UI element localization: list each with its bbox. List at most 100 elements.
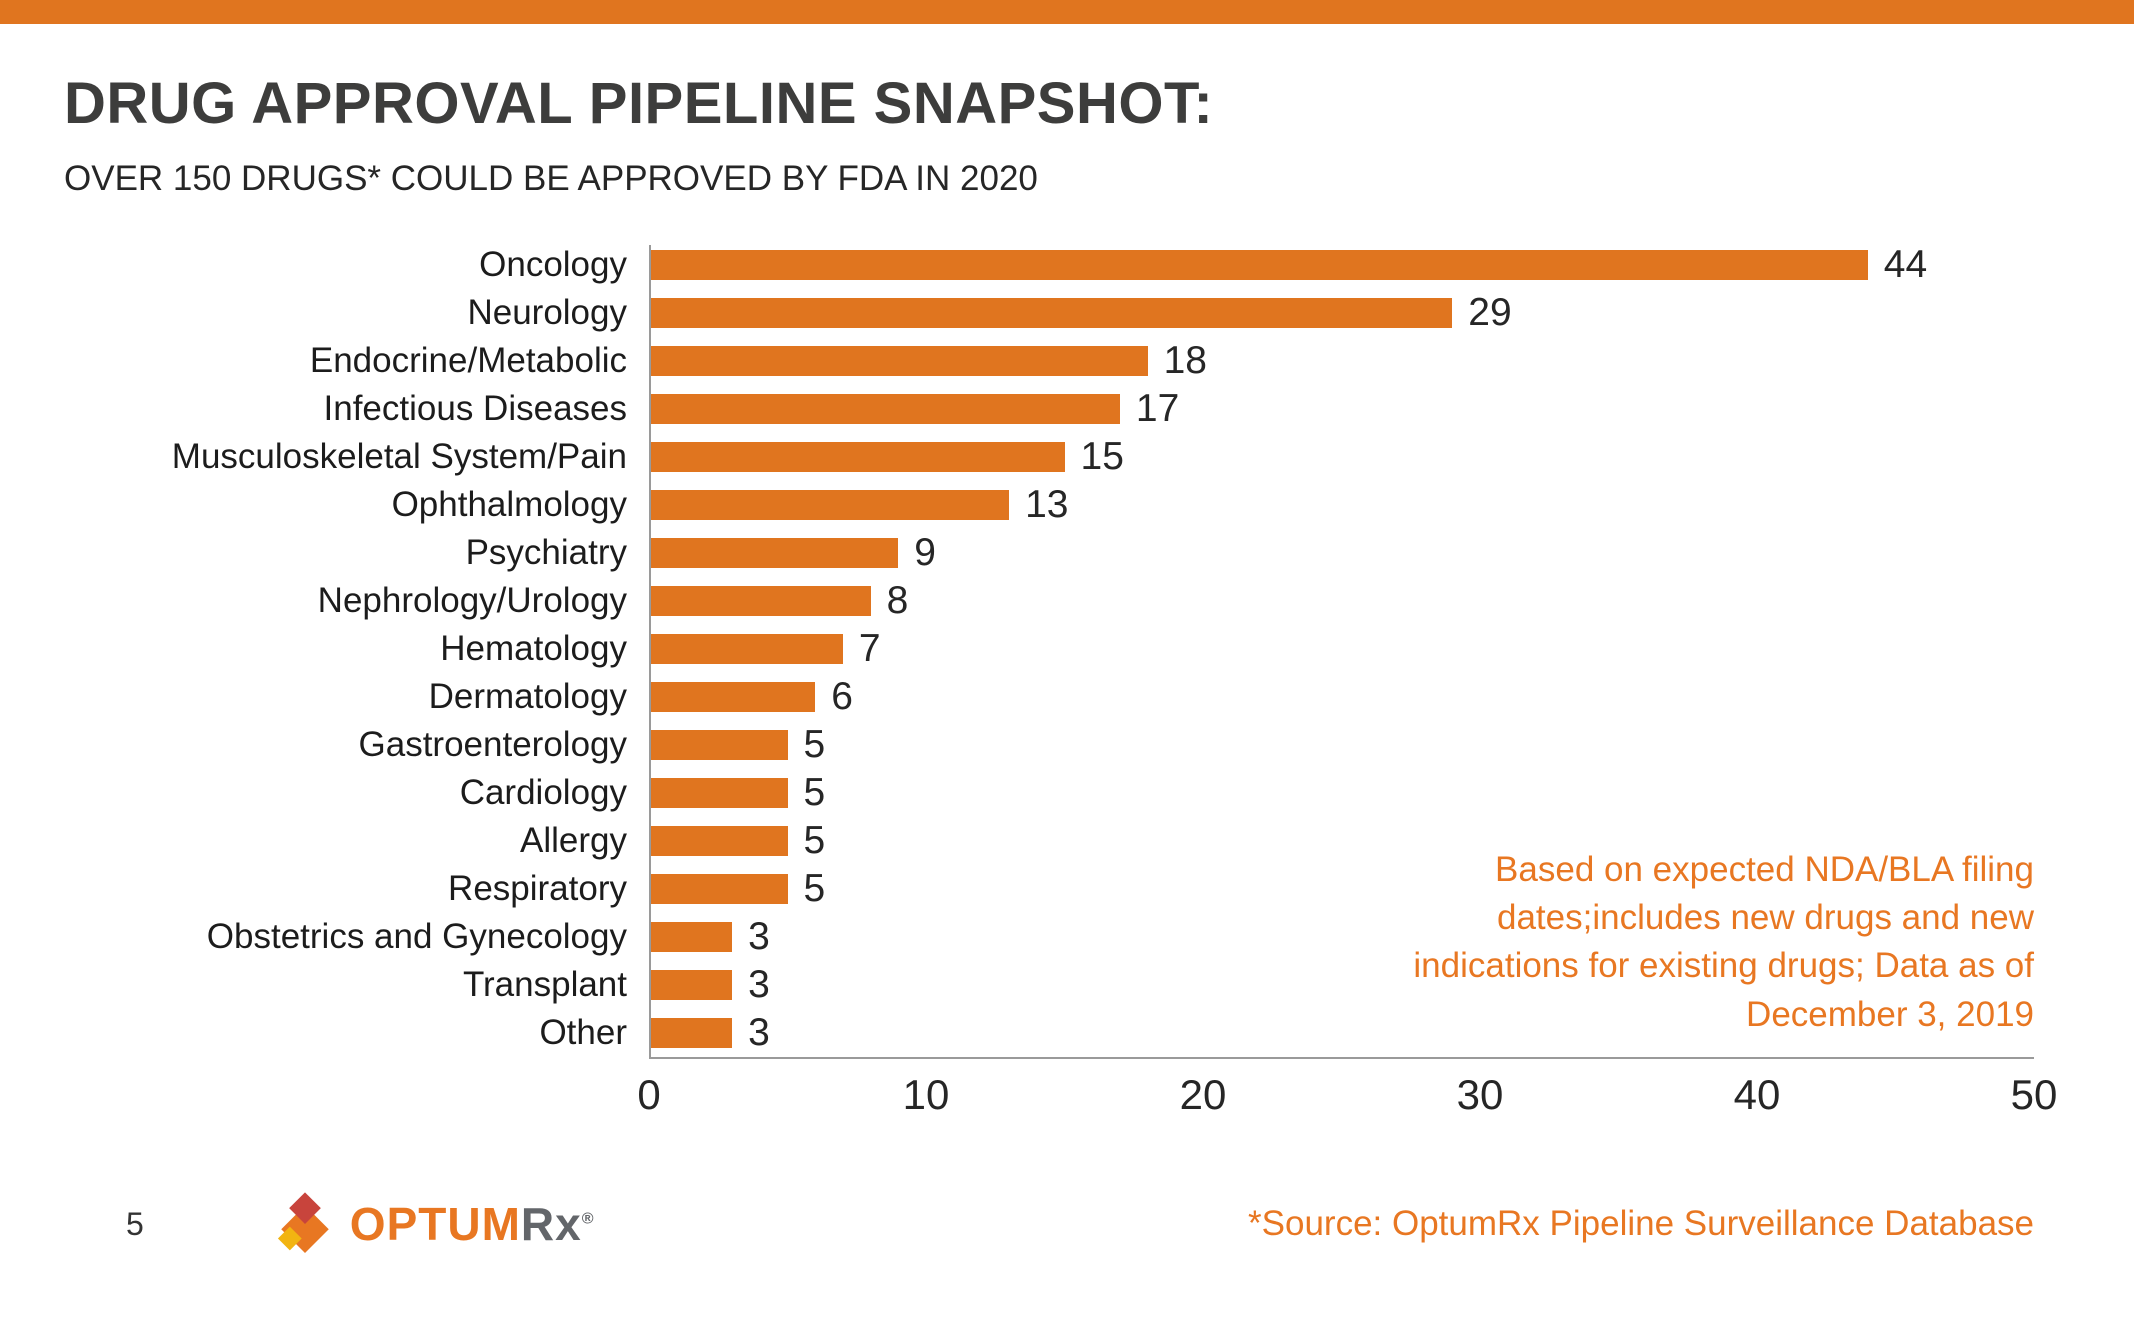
bar [649,346,1148,376]
bar [649,490,1010,520]
value-label: 3 [748,915,770,958]
bar-chart: Oncology 44 Neurology 29 Endocrine/Metabolic… [64,241,2058,1133]
plot-area: Oncology 44 Neurology 29 Endocrine/Metabolic… [64,241,2034,1057]
bar-track: 3 [649,961,2034,1009]
axis-tick-label: 10 [902,1071,950,1118]
category-label: Musculoskeletal System/Pain [171,437,627,476]
category-label: Other [539,1013,627,1052]
bar [649,874,788,904]
bar-row: Respiratory 5 [64,865,2034,913]
value-label: 5 [803,723,826,766]
value-label: 3 [748,1011,770,1054]
bar-row: Psychiatry 9 [64,529,2034,577]
bar-track: 13 [649,481,2034,529]
bar-track: 17 [649,385,2034,433]
value-label: 29 [1468,291,1512,334]
category-label: Hematology [440,629,627,668]
bar-row: Endocrine/Metabolic 18 [64,337,2034,385]
bar-track: 5 [649,865,2034,913]
category-label: Cardiology [459,773,627,812]
bar-row: Gastroenterology 5 [64,721,2034,769]
bar-row: Hematology 7 [64,625,2034,673]
bar [649,442,1065,472]
value-label: 7 [858,627,881,670]
bar [649,1018,733,1048]
bar-track: 15 [649,433,2034,481]
bar-track: 9 [649,529,2034,577]
value-label: 8 [886,579,909,622]
category-label: Infectious Diseases [323,389,627,428]
category-label: Dermatology [428,677,627,716]
bar-row: Transplant 3 [64,961,2034,1009]
bar-row: Allergy 5 [64,817,2034,865]
value-label: 5 [803,819,826,862]
category-label: Ophthalmology [391,485,627,524]
source-note: *Source: OptumRx Pipeline Surveillance D… [1248,1204,2034,1243]
bar-track: 8 [649,577,2034,625]
category-label: Neurology [467,293,627,332]
axis-tick-label: 50 [2010,1071,2058,1118]
bar-track: 7 [649,625,2034,673]
bar-track: 29 [649,289,2034,337]
value-label: 15 [1080,435,1124,478]
value-label: 6 [831,675,853,718]
x-axis: 0 10 20 30 40 50 [637,1057,2057,1133]
bar-row: Neurology 29 [64,289,2034,337]
axis-tick-label: 30 [1456,1071,1504,1118]
top-accent-bar [0,0,2134,24]
logo-rx-text: Rx [520,1198,582,1250]
bar-track: 3 [649,1009,2034,1057]
logo-wordmark: OPTUMRx® [350,1197,595,1251]
slide-subtitle: OVER 150 DRUGS* COULD BE APPROVED BY FDA… [64,159,1038,198]
bar-row: Musculoskeletal System/Pain 15 [64,433,2034,481]
category-label: Gastroenterology [358,725,627,764]
value-label: 9 [914,531,936,574]
bar-row: Cardiology 5 [64,769,2034,817]
chart-annotation: Based on expected NDA/BLA filing dates;i… [1413,849,2034,1034]
slide-title: DRUG APPROVAL PIPELINE SNAPSHOT: [64,71,1214,136]
category-label: Transplant [462,965,627,1004]
value-label: 5 [803,867,826,910]
value-label: 13 [1025,483,1069,526]
category-label: Respiratory [448,869,627,908]
optum-mark-icon [272,1191,338,1257]
bar-track: 5 [649,721,2034,769]
bar [649,682,816,712]
value-label: 17 [1135,387,1180,430]
bar-row: Obstetrics and Gynecology 3 [64,913,2034,961]
bar-track: 3 [649,913,2034,961]
bar-track: 5 [649,817,2034,865]
y-axis-line [649,245,651,1057]
category-label: Oncology [479,245,627,284]
category-label: Psychiatry [465,533,627,572]
axis-tick-label: 0 [637,1071,661,1118]
bar-row: Ophthalmology 13 [64,481,2034,529]
bar-track: 18 [649,337,2034,385]
value-label: 44 [1883,243,1928,286]
category-label: Nephrology/Urology [317,581,627,620]
bar [649,970,733,1000]
bar [649,298,1453,328]
bar [649,826,788,856]
value-label: 18 [1163,339,1207,382]
optumrx-logo: OPTUMRx® [272,1191,595,1257]
page-number: 5 [126,1205,144,1242]
bar [649,922,733,952]
bar [649,250,1868,280]
bar-track: 6 [649,673,2034,721]
bar-row: Infectious Diseases 17 [64,385,2034,433]
axis-tick-label: 20 [1179,1071,1227,1118]
bar-row: Nephrology/Urology 8 [64,577,2034,625]
category-label: Obstetrics and Gynecology [206,917,627,956]
logo-optum-text: OPTUM [349,1198,521,1250]
bar [649,394,1120,424]
registered-mark-icon: ® [581,1210,595,1228]
bar [649,634,843,664]
bar [649,538,899,568]
slide-footer: 5 OPTUMRx® *Source: OptumRx Pipeline Sur… [126,1191,2034,1257]
bar-rows: Oncology 44 Neurology 29 Endocrine/Metabolic… [64,241,2034,1057]
bar-track: 5 [649,769,2034,817]
bar-row: Other 3 [64,1009,2034,1057]
value-label: 3 [748,963,770,1006]
value-label: 5 [803,771,826,814]
